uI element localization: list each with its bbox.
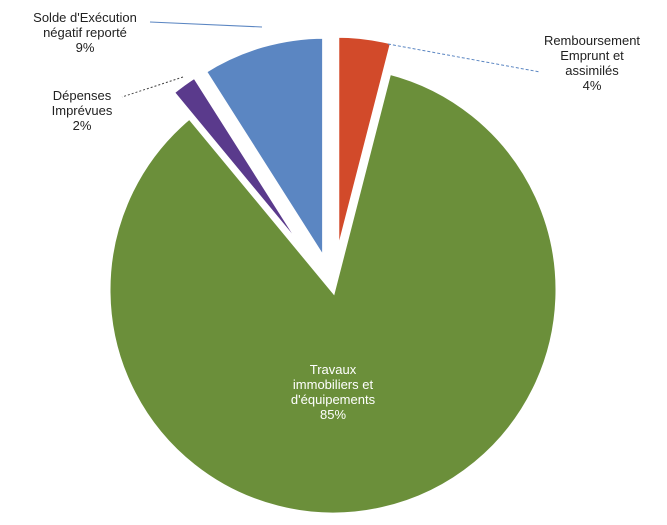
slice-category-label: Imprévues [52, 103, 113, 118]
slice-category-label: négatif reporté [43, 25, 127, 40]
slice-label-solde: Solde d'Exécution négatif reporté 9% [33, 10, 137, 55]
slice-label-travaux: Travaux immobiliers et d'équipements 85% [291, 362, 376, 422]
slice-labels: Remboursement Emprunt et assimilés 4% Travau… [33, 10, 640, 422]
pie-slice-remboursement [334, 32, 396, 261]
slice-category-label: Dépenses [53, 88, 112, 103]
slice-label-depenses: Dépenses Imprévues 2% [52, 88, 113, 133]
slice-category-label: assimilés [565, 63, 619, 78]
leader-line-depenses [121, 76, 184, 98]
slice-category-label: Solde d'Exécution [33, 10, 137, 25]
slice-value-label: 4% [583, 78, 602, 93]
pie-slice-solde [200, 33, 328, 270]
slice-category-label: d'équipements [291, 392, 376, 407]
slice-value-label: 85% [320, 407, 346, 422]
slice-category-label: Emprunt et [560, 48, 624, 63]
leader-line-solde [149, 21, 263, 28]
slice-category-label: immobiliers et [293, 377, 374, 392]
pie-slice-travaux [105, 69, 561, 518]
leader-lines [121, 21, 541, 98]
slice-value-label: 9% [76, 40, 95, 55]
slice-value-label: 2% [73, 118, 92, 133]
pie-slices [105, 32, 561, 518]
slice-category-label: Remboursement [544, 33, 640, 48]
slice-label-remboursement: Remboursement Emprunt et assimilés 4% [544, 33, 640, 93]
slice-category-label: Travaux [310, 362, 357, 377]
pie-slice-depenses [168, 72, 318, 268]
leader-line-remboursement [387, 43, 541, 73]
